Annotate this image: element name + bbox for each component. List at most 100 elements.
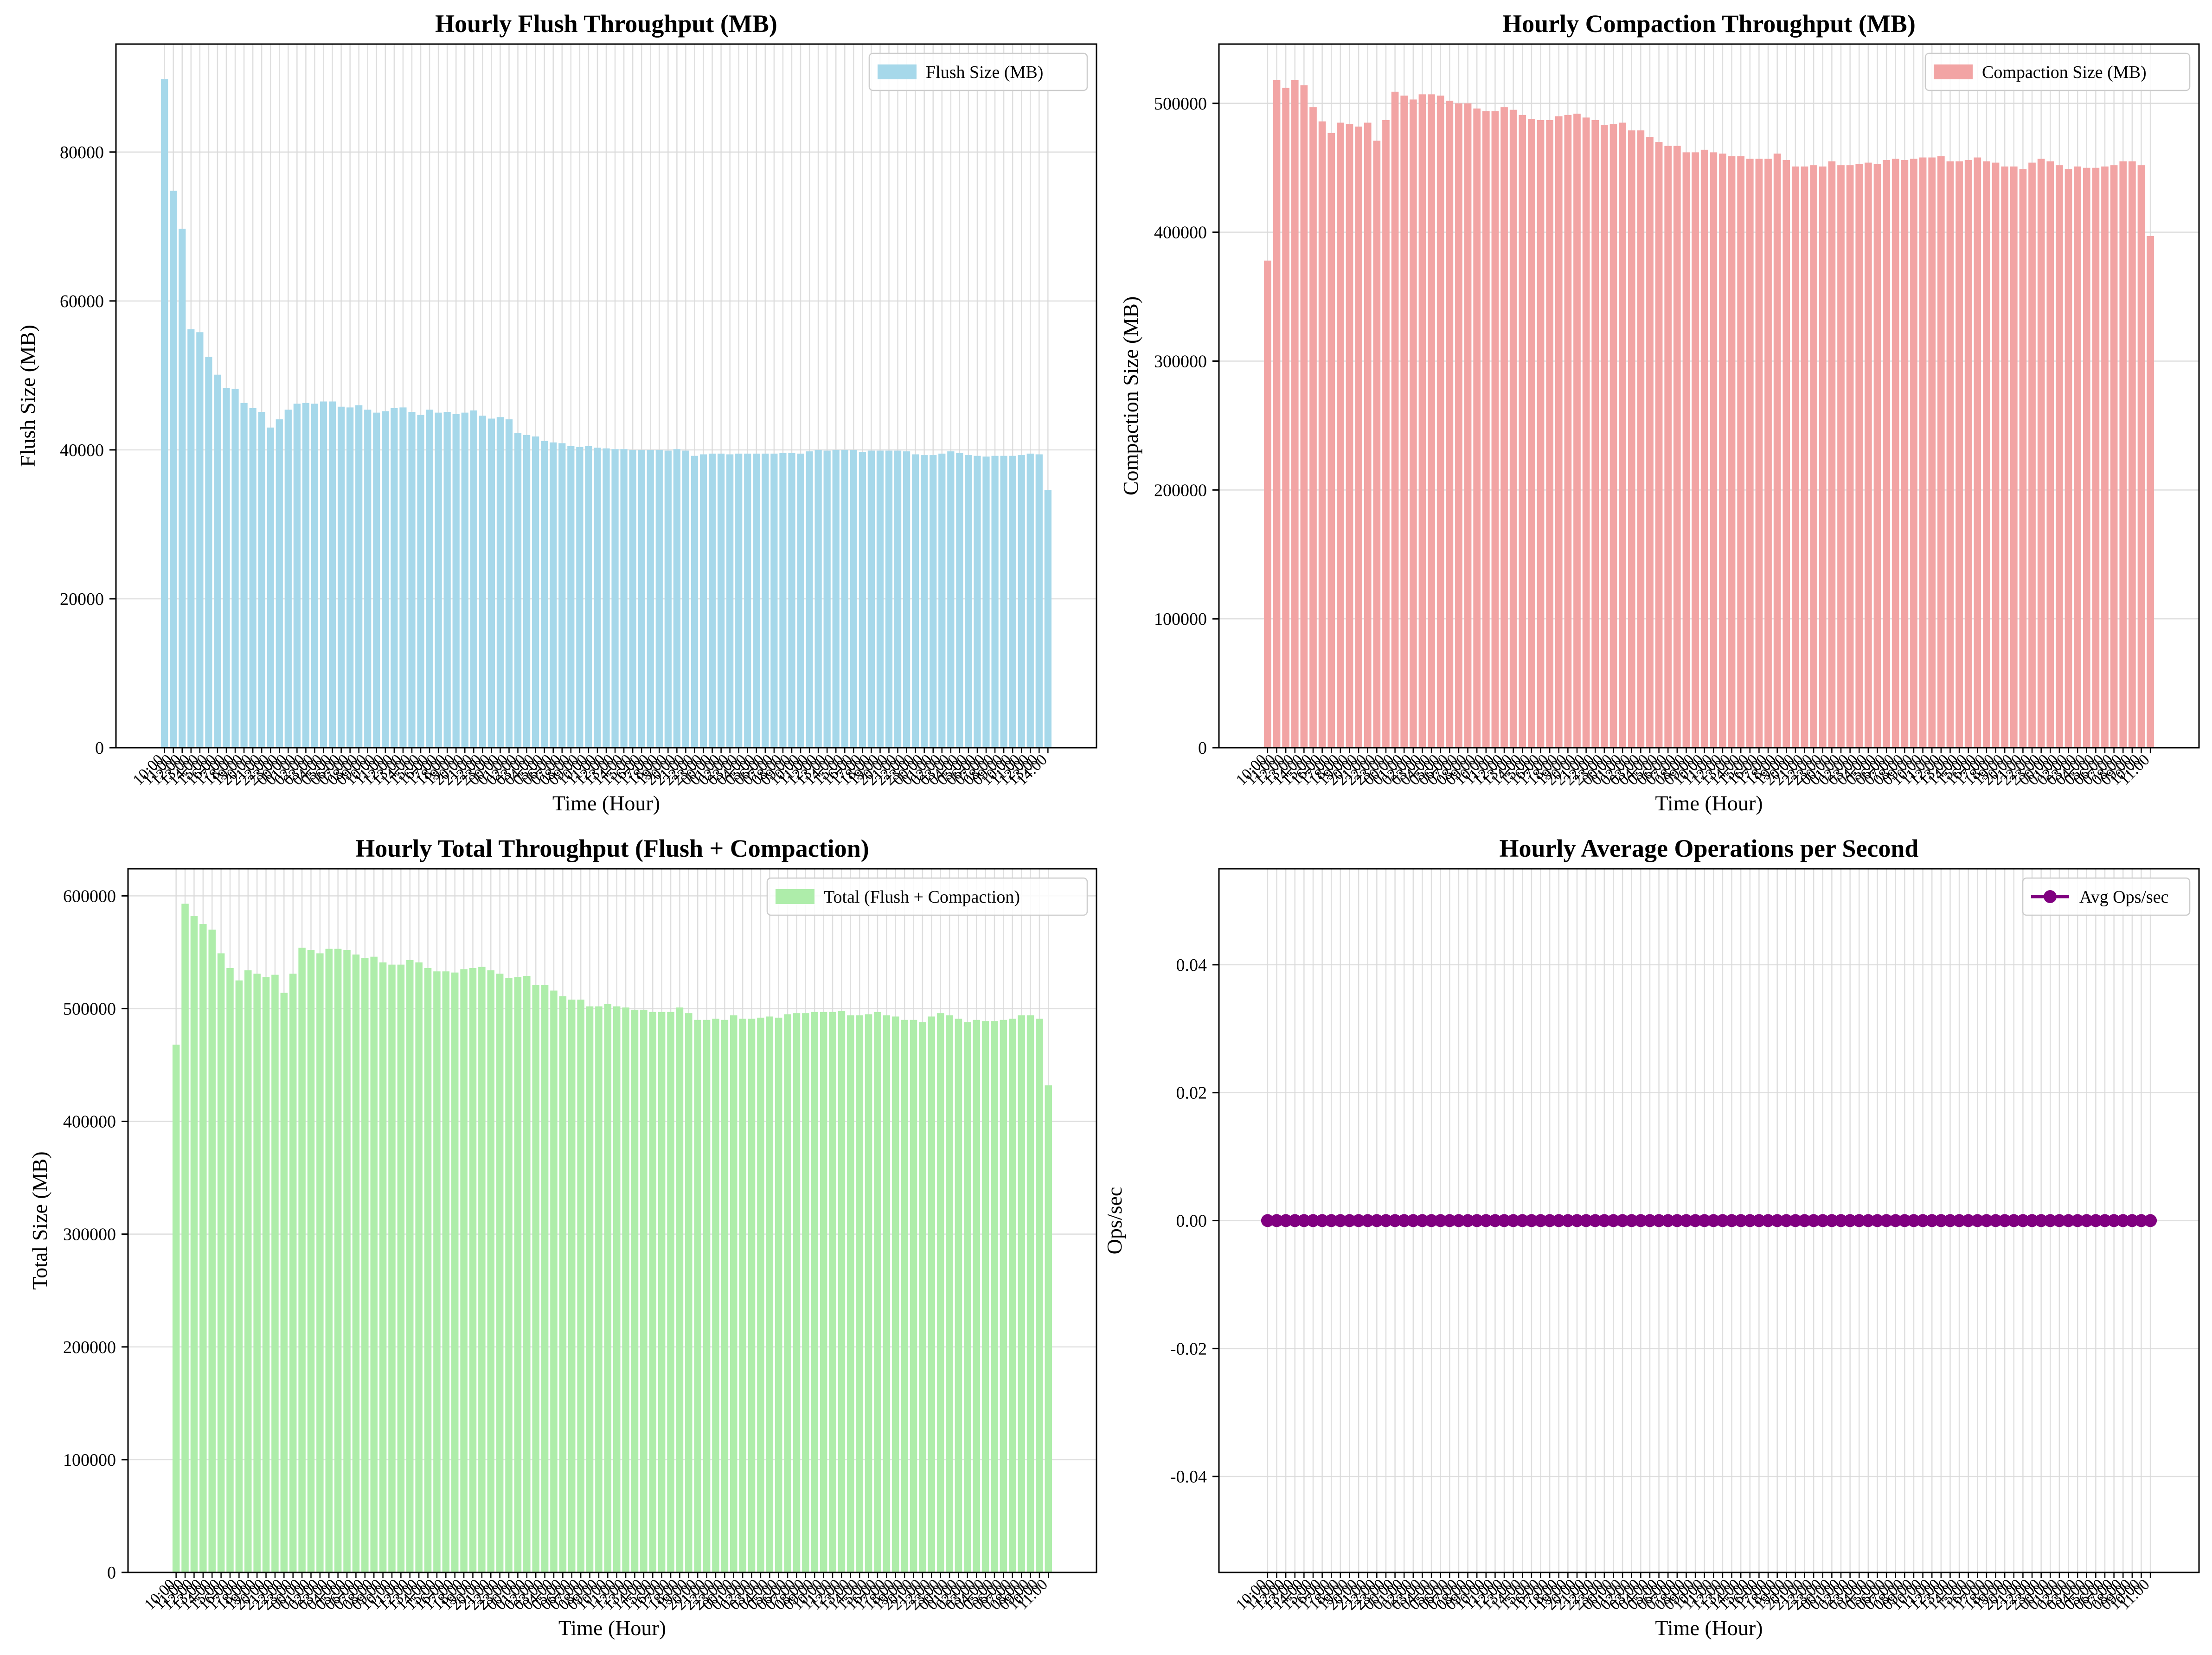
bar [1009,455,1016,748]
bar [1628,130,1635,748]
y-tick-label: 100000 [63,1450,116,1470]
bar [249,408,256,748]
bar [1846,165,1854,748]
bar [1974,157,1981,748]
legend: Flush Size (MB) [868,52,1088,91]
line-point [2062,1214,2075,1227]
line-point [1880,1214,1893,1227]
bar [841,449,848,748]
bar [346,407,354,748]
bar [505,978,513,1572]
bar [676,1007,684,1572]
bar [850,449,857,748]
bar [541,441,548,748]
bar [1737,156,1745,748]
bar [766,1016,774,1572]
y-tick-label: 0.02 [1176,1084,1207,1103]
bar [762,453,769,748]
bar [806,451,813,748]
bar [1710,152,1718,748]
line-point [1325,1214,1338,1227]
bar [797,453,804,748]
bar [1673,146,1681,748]
bar [2092,167,2100,748]
y-tick-label: 0 [107,1563,116,1583]
line-point [1306,1214,1320,1227]
bar [576,447,583,748]
bar [298,948,306,1572]
bar [1837,165,1845,748]
line-point [1343,1214,1356,1227]
bar [1664,146,1672,748]
y-axis-label: Compaction Size (MB) [1119,296,1142,495]
x-axis-label: Time (Hour) [552,791,660,815]
bar [505,419,513,748]
bar [435,412,442,748]
bar [1036,1019,1043,1572]
y-axis-label: Flush Size (MB) [16,325,39,467]
legend: Compaction Size (MB) [1924,52,2191,91]
line-point [2107,1214,2121,1227]
line-point [1916,1214,1930,1227]
line-point [1625,1214,1638,1227]
y-tick-label: 200000 [1154,481,1207,500]
bar [1044,490,1052,748]
line-point [1297,1214,1311,1227]
bar [1528,119,1535,748]
line-point [1498,1214,1511,1227]
bar [179,229,186,748]
bar [793,1013,801,1572]
bar [2001,166,2009,748]
bar [244,970,252,1572]
bar [1391,91,1399,748]
bar [307,950,315,1572]
bar [361,958,369,1572]
line-point [1616,1214,1629,1227]
line-point [1816,1214,1829,1227]
bar [487,970,495,1572]
bar [1937,156,1945,748]
bar [1364,122,1372,748]
bar [622,1007,629,1572]
y-tick-label: 100000 [1154,609,1207,629]
bar [276,419,283,748]
line-point [1579,1214,1593,1227]
bar [894,450,902,748]
line-series [1261,1214,2157,1227]
bar [2147,236,2154,748]
bar [1964,160,1972,748]
bar [1000,1020,1007,1572]
bar [867,450,875,748]
bar [316,953,324,1572]
bar [1018,1015,1025,1572]
bar [770,453,778,748]
bar [604,1004,612,1572]
bar [161,79,168,748]
bar [788,453,795,748]
bar [1455,103,1462,748]
bar [280,993,288,1572]
legend-swatch [878,64,917,79]
bar [753,453,760,748]
bar [187,329,195,748]
bar [541,985,549,1572]
legend-label: Avg Ops/sec [2079,887,2168,907]
bar [1700,149,1708,748]
bar [433,971,441,1572]
y-tick-label: 400000 [1154,223,1207,243]
bar [964,1022,971,1572]
line-point [1843,1214,1857,1227]
bar [2074,166,2081,748]
bar [262,977,270,1572]
line-point [1361,1214,1374,1227]
y-tick-label: 60000 [60,292,104,311]
bar [1956,161,1963,748]
y-tick-label: 40000 [60,441,104,460]
bar [2137,165,2145,748]
bar [532,436,539,748]
bar [417,415,424,748]
line-point [1962,1214,1975,1227]
x-axis: 10:0011:0012:0013:0014:0015:0016:0017:00… [1233,1572,2153,1613]
bar [352,954,360,1572]
bar [930,455,937,748]
